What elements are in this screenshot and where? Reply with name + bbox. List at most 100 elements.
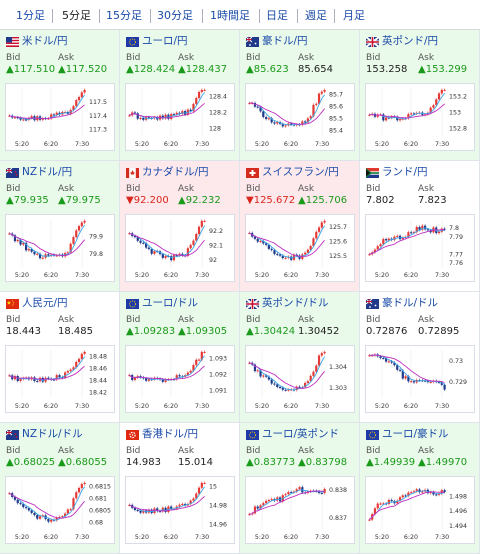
pair-name[interactable]: カナダドル/円 — [142, 166, 209, 178]
x-tick-label: 6:20 — [404, 272, 418, 279]
mini-candlestick-chart[interactable]: 117.5 117.4 117.3 5:20 6:20 7:30 — [5, 83, 115, 151]
pair-header[interactable]: NZドル/ドル — [5, 428, 83, 441]
pair-header[interactable]: 英ポンド/ドル — [245, 297, 329, 310]
rate-card[interactable]: 英ポンド/ドル Bid Ask ▲1.30424 1.30452 1.304 1.303 5:… — [240, 292, 360, 423]
rate-card[interactable]: ユーロ/円 Bid Ask ▲128.424 ▲128.437 128.4 128.2 128… — [120, 30, 240, 161]
pair-name[interactable]: ユーロ/ドル — [142, 297, 199, 309]
candle-body — [181, 111, 184, 114]
mini-candlestick-chart[interactable]: 0.6815 0.681 0.6805 0.68 5:20 6:20 7:30 — [5, 476, 115, 544]
x-tick-label: 5:20 — [375, 534, 389, 541]
au-flag-icon — [245, 36, 259, 47]
rate-card[interactable]: ユーロ/ドル Bid Ask ▲1.09283 ▲1.09305 1.093 1.092 1.… — [120, 292, 240, 423]
mini-candlestick-chart[interactable]: 1.498 1.496 1.494 5:20 6:20 7:30 — [365, 476, 475, 544]
rate-card[interactable]: ユーロ/英ポンド Bid Ask ▲0.83773 ▲0.83798 0.838 0.837… — [240, 423, 360, 554]
mini-candlestick-chart[interactable]: 153.2 153 152.8 5:20 6:20 7:30 — [365, 83, 475, 151]
rate-card[interactable]: 豪ドル/ドル Bid Ask 0.72876 0.72895 0.73 0.729 5:20 6… — [360, 292, 480, 423]
candle-body — [396, 500, 399, 504]
pair-header[interactable]: NZドル/円 — [5, 166, 73, 179]
rate-card[interactable]: 人民元/円 Bid Ask 18.443 18.485 18.48 18.46 18.44 18… — [0, 292, 120, 423]
mini-candlestick-chart[interactable]: 7.8 7.79 7.77 7.76 5:20 6:20 7:30 — [365, 214, 475, 282]
pair-header[interactable]: 人民元/円 — [6, 297, 68, 310]
pair-name[interactable]: NZドル/ドル — [22, 428, 83, 440]
candle-body — [323, 351, 326, 354]
y-tick-label: 1.498 — [449, 493, 467, 500]
mini-candlestick-chart[interactable]: 92.2 92.1 92 5:20 6:20 7:30 — [125, 214, 235, 282]
candle-body — [58, 516, 61, 518]
tab-5[interactable]: 日足 — [266, 9, 288, 22]
mini-candlestick-chart[interactable]: 125.7 125.6 125.5 5:20 6:20 7:30 — [245, 214, 355, 282]
rate-card[interactable]: 米ドル/円 Bid Ask ▲117.510 ▲117.520 117.5 117.4 117… — [0, 30, 120, 161]
rate-card[interactable]: 豪ドル/円 Bid Ask ▲85.623 85.654 85.7 85.6 85.5 85.4… — [240, 30, 360, 161]
pair-header[interactable]: ユーロ/英ポンド — [246, 428, 339, 441]
mini-candlestick-chart[interactable]: 0.73 0.729 5:20 6:20 7:30 — [365, 345, 475, 413]
tab-7[interactable]: 月足 — [343, 9, 365, 22]
pair-name[interactable]: NZドル/円 — [22, 166, 73, 178]
pair-name[interactable]: ユーロ/英ポンド — [262, 428, 340, 440]
rate-card[interactable]: ユーロ/豪ドル Bid Ask ▲1.49939 ▲1.49970 1.498 1.496 1… — [360, 423, 480, 554]
x-tick-label: 5:20 — [255, 141, 269, 148]
pair-name[interactable]: スイスフラン/円 — [262, 166, 339, 178]
pair-header[interactable]: ランド/円 — [366, 166, 428, 179]
rate-card[interactable]: 香港ドル/円 Bid Ask 14.983 15.014 15 14.98 14.96 5:20… — [120, 423, 240, 554]
candle-body — [50, 519, 53, 522]
pair-name[interactable]: 香港ドル/円 — [142, 428, 199, 440]
bid-value: 7.802 — [366, 195, 395, 207]
tab-3[interactable]: 30分足 — [157, 9, 193, 22]
pair-name[interactable]: 米ドル/円 — [22, 35, 68, 47]
tab-separator — [52, 9, 53, 23]
pair-name[interactable]: ユーロ/円 — [142, 35, 188, 47]
pair-header[interactable]: 豪ドル/ドル — [365, 297, 439, 310]
pair-header[interactable]: ユーロ/ドル — [126, 297, 198, 310]
pair-header[interactable]: 豪ドル/円 — [245, 35, 308, 48]
candle-body — [373, 508, 377, 515]
rate-card[interactable]: NZドル/円 Bid Ask ▲79.935 ▲79.975 79.9 79.8 5:20 6:… — [0, 161, 120, 292]
candle-body — [22, 119, 25, 121]
candle-body — [133, 507, 137, 510]
tab-0[interactable]: 1分足 — [16, 9, 45, 22]
rate-card[interactable]: 英ポンド/円 Bid Ask 153.258 ▲153.299 153.2 153 152.8… — [360, 30, 480, 161]
pair-header[interactable]: ユーロ/豪ドル — [366, 428, 449, 441]
pair-header[interactable]: 英ポンド/円 — [365, 35, 439, 48]
pair-header[interactable]: カナダドル/円 — [126, 166, 209, 179]
mini-candlestick-chart[interactable]: 128.4 128.2 128 5:20 6:20 7:30 — [125, 83, 235, 151]
y-tick-label: 14.96 — [209, 522, 227, 529]
pair-header[interactable]: スイスフラン/円 — [246, 166, 339, 179]
mini-candlestick-chart[interactable]: 1.304 1.303 5:20 6:20 7:30 — [245, 345, 355, 413]
rate-card[interactable]: NZドル/ドル Bid Ask ▲0.68025 ▲0.68055 0.6815 0.681… — [0, 423, 120, 554]
chart-svg: 92.2 92.1 92 5:20 6:20 7:30 — [128, 219, 223, 279]
rate-card[interactable]: スイスフラン/円 Bid Ask ▼125.672 ▲125.706 125.7 125.6… — [240, 161, 360, 292]
tab-4[interactable]: 1時間足 — [210, 9, 250, 22]
pair-header[interactable]: ユーロ/円 — [126, 35, 188, 48]
bid-price: 128.424 — [133, 64, 176, 75]
tab-6[interactable]: 週足 — [305, 9, 327, 22]
candle-body — [142, 117, 145, 120]
rate-card[interactable]: カナダドル/円 Bid Ask ▼92.200 ▲92.232 92.2 92.1 92 5:2… — [120, 161, 240, 292]
pair-name[interactable]: 英ポンド/円 — [382, 35, 439, 47]
rate-card[interactable]: ランド/円 Bid Ask 7.802 7.823 7.8 7.79 7.77 7.76 5:20… — [360, 161, 480, 292]
candle-body — [19, 239, 22, 245]
ask-price: 125.706 — [305, 195, 348, 206]
pair-name[interactable]: ユーロ/豪ドル — [382, 428, 449, 440]
pair-name[interactable]: ランド/円 — [382, 166, 428, 178]
bid-price: 0.68025 — [13, 457, 56, 468]
bid-label: Bid — [366, 315, 381, 325]
tab-2[interactable]: 15分足 — [106, 9, 142, 22]
pair-name[interactable]: 豪ドル/ドル — [382, 297, 439, 309]
candle-body — [13, 376, 17, 380]
bid-direction-icon: ▲ — [6, 457, 14, 468]
mini-candlestick-chart[interactable]: 15 14.98 14.96 5:20 6:20 7:30 — [125, 476, 235, 544]
pair-name[interactable]: 人民元/円 — [22, 297, 68, 309]
x-tick-label: 5:20 — [255, 534, 269, 541]
candle-body — [267, 376, 270, 380]
pair-name[interactable]: 英ポンド/ドル — [262, 297, 329, 309]
mini-candlestick-chart[interactable]: 79.9 79.8 5:20 6:20 7:30 — [5, 214, 115, 282]
mini-candlestick-chart[interactable]: 85.7 85.6 85.5 85.4 5:20 6:20 7:30 — [245, 83, 355, 151]
mini-candlestick-chart[interactable]: 18.48 18.46 18.44 18.42 5:20 6:20 7:30 — [5, 345, 115, 413]
cn-flag-icon — [6, 298, 19, 309]
mini-candlestick-chart[interactable]: 0.838 0.837 5:20 6:20 7:30 — [245, 476, 355, 544]
tab-1[interactable]: 5分足 — [62, 9, 91, 22]
pair-header[interactable]: 香港ドル/円 — [126, 428, 198, 441]
pair-header[interactable]: 米ドル/円 — [6, 35, 68, 48]
pair-name[interactable]: 豪ドル/円 — [262, 35, 308, 47]
mini-candlestick-chart[interactable]: 1.093 1.092 1.091 5:20 6:20 7:30 — [125, 345, 235, 413]
